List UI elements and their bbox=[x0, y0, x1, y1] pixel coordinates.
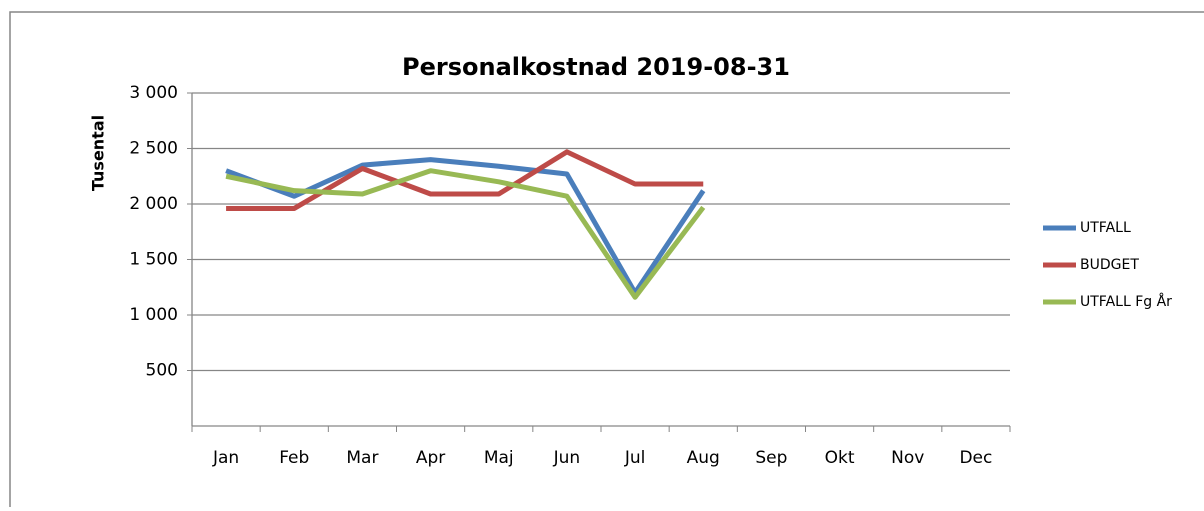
chart-title: Personalkostnad 2019-08-31 bbox=[402, 53, 790, 81]
x-tick-label: Maj bbox=[484, 448, 514, 468]
data-line bbox=[225, 168, 706, 300]
x-tick-label: Okt bbox=[825, 448, 855, 468]
x-tick-label: Jun bbox=[553, 448, 581, 468]
x-tick-label: Jan bbox=[212, 448, 239, 468]
y-axis-title: Tusental bbox=[89, 115, 108, 191]
legend-label: UTFALL Fg År bbox=[1080, 293, 1172, 310]
y-tick-label: 2 500 bbox=[129, 139, 178, 159]
y-tick-label: 3 000 bbox=[129, 83, 178, 103]
x-tick-label: Aug bbox=[687, 448, 720, 468]
legend-label: BUDGET bbox=[1080, 257, 1139, 273]
legend-label: UTFALL bbox=[1080, 220, 1131, 236]
x-tick-label: Nov bbox=[891, 448, 924, 468]
y-tick-label: 500 bbox=[146, 361, 178, 381]
data-line bbox=[226, 149, 704, 211]
x-tick-label: Mar bbox=[346, 448, 378, 468]
y-tick-label: 1 000 bbox=[129, 305, 178, 325]
x-tick-label: Jul bbox=[624, 448, 646, 468]
x-tick-label: Sep bbox=[755, 448, 787, 468]
x-tick-label: Apr bbox=[416, 448, 445, 468]
x-tick-label: Feb bbox=[279, 448, 309, 468]
y-tick-label: 2 000 bbox=[129, 194, 178, 214]
y-tick-label: 1 500 bbox=[129, 250, 178, 270]
x-tick-label: Dec bbox=[959, 448, 992, 468]
chart-frame bbox=[9, 11, 1204, 511]
